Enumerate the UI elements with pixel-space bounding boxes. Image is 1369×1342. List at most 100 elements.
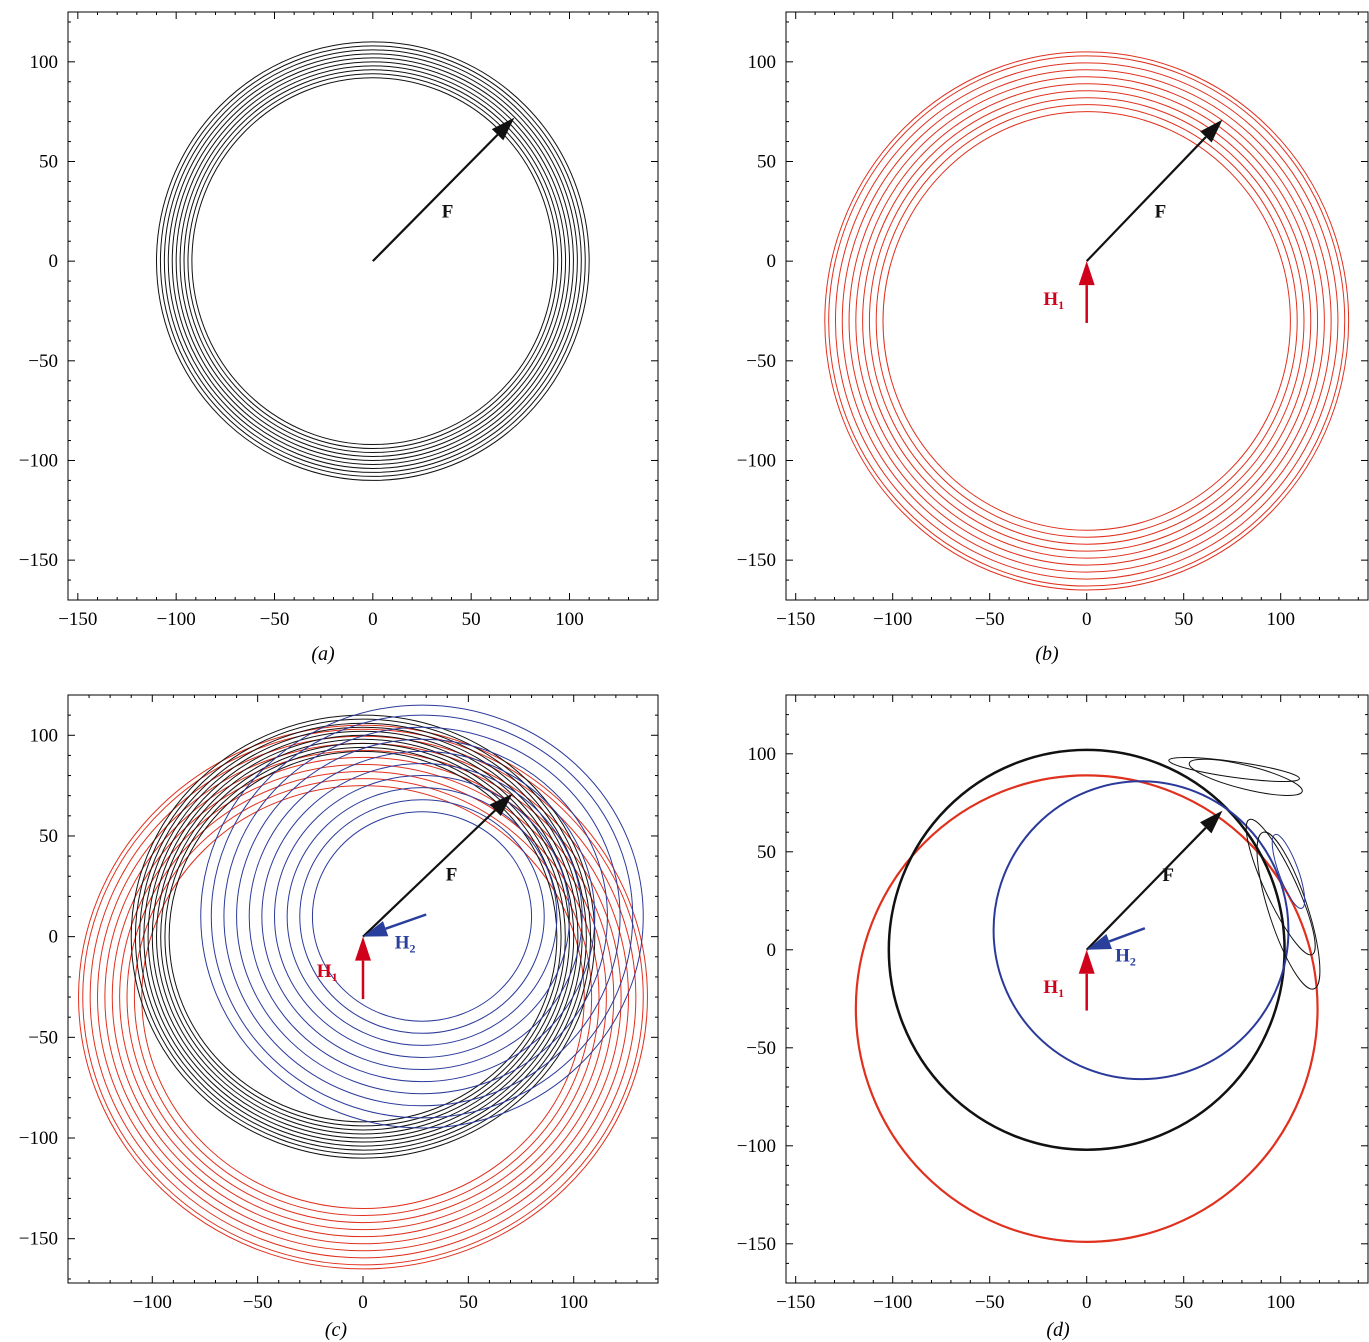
circle-blue-9 (200, 704, 644, 1129)
plot-frame (785, 11, 1369, 601)
circle-blue-6 (236, 738, 608, 1095)
panel-b: F H1 −150 −100 −50 0 50 100 −150 −100 −50 0 50 100 (b) (737, 11, 1369, 665)
panel-caption: (d) (1046, 1319, 1070, 1341)
circle-black-8 (159, 45, 586, 477)
panel-caption: (b) (1035, 643, 1059, 665)
circle-blue-5 (248, 750, 596, 1083)
circle-black-4 (151, 734, 575, 1139)
arrowhead (489, 793, 513, 817)
x-tick-label: −150 (776, 1292, 815, 1313)
x-tick-label: −100 (133, 1292, 172, 1313)
x-tick-label: −150 (776, 609, 815, 630)
loop-4 (1271, 833, 1306, 909)
y-tick-label: −150 (737, 1234, 776, 1255)
x-tick-label: −100 (873, 1292, 912, 1313)
vector-label: H2 (395, 933, 416, 956)
y-tick-label: 100 (748, 52, 777, 73)
circle-red-6 (841, 69, 1332, 573)
y-tick-label: −50 (28, 351, 58, 372)
y-tick-label: −150 (19, 1229, 58, 1250)
arrowhead (1200, 119, 1223, 143)
x-tick-label: 100 (1266, 609, 1295, 630)
circle-red-9 (824, 51, 1350, 591)
y-tick-label: −50 (746, 1038, 776, 1059)
circle-black-3 (179, 65, 567, 457)
y-tick-label: 100 (30, 52, 59, 73)
arrowhead (1200, 810, 1223, 834)
x-tick-label: −50 (975, 1292, 1005, 1313)
circle-black-1 (187, 73, 559, 450)
x-tick-label: 50 (459, 1292, 478, 1313)
circle-blue-8 (210, 714, 634, 1119)
arrowhead (491, 117, 515, 141)
circle-blue-7 (223, 726, 621, 1107)
arrowhead (363, 921, 389, 937)
y-tick-label: 0 (767, 251, 777, 272)
circle-red-5 (104, 749, 622, 1245)
arrowhead (1086, 933, 1112, 950)
circle-red-7 (834, 62, 1339, 580)
circle-red-4 (111, 756, 615, 1238)
circle-black-1 (164, 746, 562, 1127)
vector-label: F (1162, 865, 1174, 886)
x-tick-label: −100 (157, 609, 196, 630)
vector-h1: H1 (1043, 261, 1095, 323)
circle-red-4 (855, 83, 1319, 559)
x-tick-label: 0 (358, 1292, 368, 1313)
x-tick-label: 50 (1174, 1292, 1193, 1313)
panel-caption: (c) (325, 1319, 348, 1341)
x-tick-label: −50 (260, 609, 290, 630)
x-tick-label: −100 (873, 609, 912, 630)
y-tick-label: −150 (737, 550, 776, 571)
y-tick-label: 100 (748, 744, 777, 765)
circle-red-8 (828, 55, 1346, 587)
plot-area (78, 704, 648, 1270)
y-tick-label: 50 (757, 842, 776, 863)
vector-f: F (1085, 810, 1223, 951)
circle-blue-2 (286, 787, 558, 1046)
arrowhead (1078, 261, 1095, 286)
circle-black-9 (156, 41, 590, 481)
circle-black-4 (175, 61, 571, 461)
y-tick-label: −50 (28, 1027, 58, 1048)
x-tick-label: 50 (462, 609, 481, 630)
circle-red-0 (854, 774, 1319, 1243)
x-tick-label: −50 (243, 1292, 273, 1313)
y-tick-label: 50 (39, 826, 58, 847)
circle-blue-1 (299, 799, 545, 1034)
plot-area (854, 748, 1321, 1243)
circle-red-9 (78, 724, 648, 1270)
y-tick-label: 100 (30, 725, 59, 746)
circle-black-0 (191, 77, 555, 446)
y-tick-label: −100 (19, 1128, 58, 1149)
plot-area (156, 41, 590, 481)
arrowhead (1078, 949, 1095, 974)
circle-red-1 (133, 778, 593, 1217)
panel-caption: (a) (311, 643, 335, 665)
vector-h1: H1 (1043, 949, 1095, 1011)
circle-black-8 (134, 718, 592, 1155)
y-tick-label: 0 (49, 927, 59, 948)
y-tick-label: −100 (737, 1136, 776, 1157)
y-tick-label: 0 (767, 940, 777, 961)
circle-black-2 (183, 69, 563, 454)
x-tick-label: 100 (555, 609, 584, 630)
y-tick-label: 0 (49, 251, 59, 272)
y-tick-label: −150 (19, 550, 58, 571)
y-tick-label: 50 (757, 151, 776, 172)
loop-2 (1188, 758, 1303, 796)
vector-label: F (1155, 201, 1167, 222)
y-tick-label: −100 (19, 450, 58, 471)
y-tick-label: −50 (746, 351, 776, 372)
circle-black-3 (156, 738, 570, 1135)
plot-area (824, 51, 1350, 591)
circle-blue-0 (992, 780, 1290, 1081)
vector-label: H1 (1043, 289, 1064, 312)
loop-0 (1256, 831, 1321, 990)
circle-black-0 (887, 748, 1286, 1151)
circle-red-2 (868, 97, 1305, 545)
circle-black-6 (167, 53, 578, 469)
circle-red-0 (882, 111, 1291, 531)
circle-red-8 (82, 728, 644, 1266)
